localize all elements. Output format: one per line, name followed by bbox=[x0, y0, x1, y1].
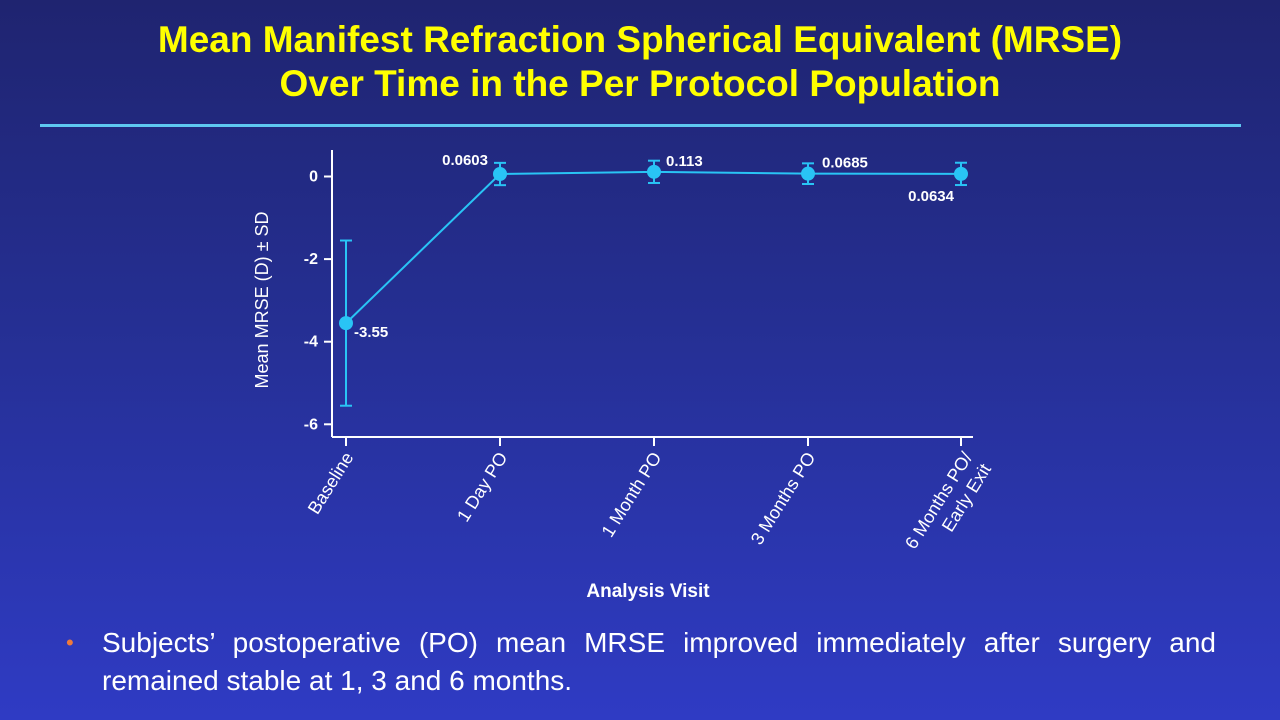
y-axis-title: Mean MRSE (D) ± SD bbox=[252, 212, 272, 389]
x-tick-label-line: 3 Months PO bbox=[747, 449, 820, 549]
x-tick-label-line: 1 Day PO bbox=[453, 449, 511, 526]
x-tick-label: 1 Day PO bbox=[453, 449, 511, 526]
bullet-item: • Subjects’ postoperative (PO) mean MRSE… bbox=[66, 624, 1216, 700]
y-tick-label: -4 bbox=[304, 334, 318, 351]
data-point bbox=[647, 164, 661, 179]
title-line-2: Over Time in the Per Protocol Population bbox=[279, 63, 1001, 104]
slide-title: Mean Manifest Refraction Spherical Equiv… bbox=[0, 18, 1280, 106]
y-tick-label: -2 bbox=[304, 251, 318, 268]
bullet-list: • Subjects’ postoperative (PO) mean MRSE… bbox=[66, 624, 1216, 700]
y-tick-label: -6 bbox=[304, 416, 318, 433]
data-point bbox=[339, 316, 353, 331]
title-divider bbox=[40, 124, 1241, 127]
y-tick-label: 0 bbox=[309, 169, 318, 186]
data-label: 0.0634 bbox=[908, 188, 955, 205]
data-label: -3.55 bbox=[354, 324, 388, 341]
x-tick-label-line: Baseline bbox=[304, 449, 358, 518]
x-tick-label: Baseline bbox=[304, 449, 358, 518]
x-tick-label: 3 Months PO bbox=[747, 449, 820, 549]
x-axis-title: Analysis Visit bbox=[586, 581, 710, 602]
data-label: 0.113 bbox=[666, 153, 703, 170]
data-point bbox=[954, 166, 968, 181]
data-point bbox=[801, 166, 815, 181]
data-label: 0.0603 bbox=[442, 152, 488, 169]
x-tick-label: 1 Month PO bbox=[598, 449, 666, 541]
data-label: 0.0685 bbox=[822, 155, 868, 172]
x-tick-label: 6 Months PO/Early Exit bbox=[901, 449, 995, 565]
series-line bbox=[345, 170, 962, 324]
bullet-dot-icon: • bbox=[66, 630, 74, 655]
data-point bbox=[493, 167, 507, 182]
x-tick-label-line: 1 Month PO bbox=[598, 449, 666, 541]
bullet-text: Subjects’ postoperative (PO) mean MRSE i… bbox=[102, 627, 1216, 696]
title-line-1: Mean Manifest Refraction Spherical Equiv… bbox=[157, 19, 1123, 60]
